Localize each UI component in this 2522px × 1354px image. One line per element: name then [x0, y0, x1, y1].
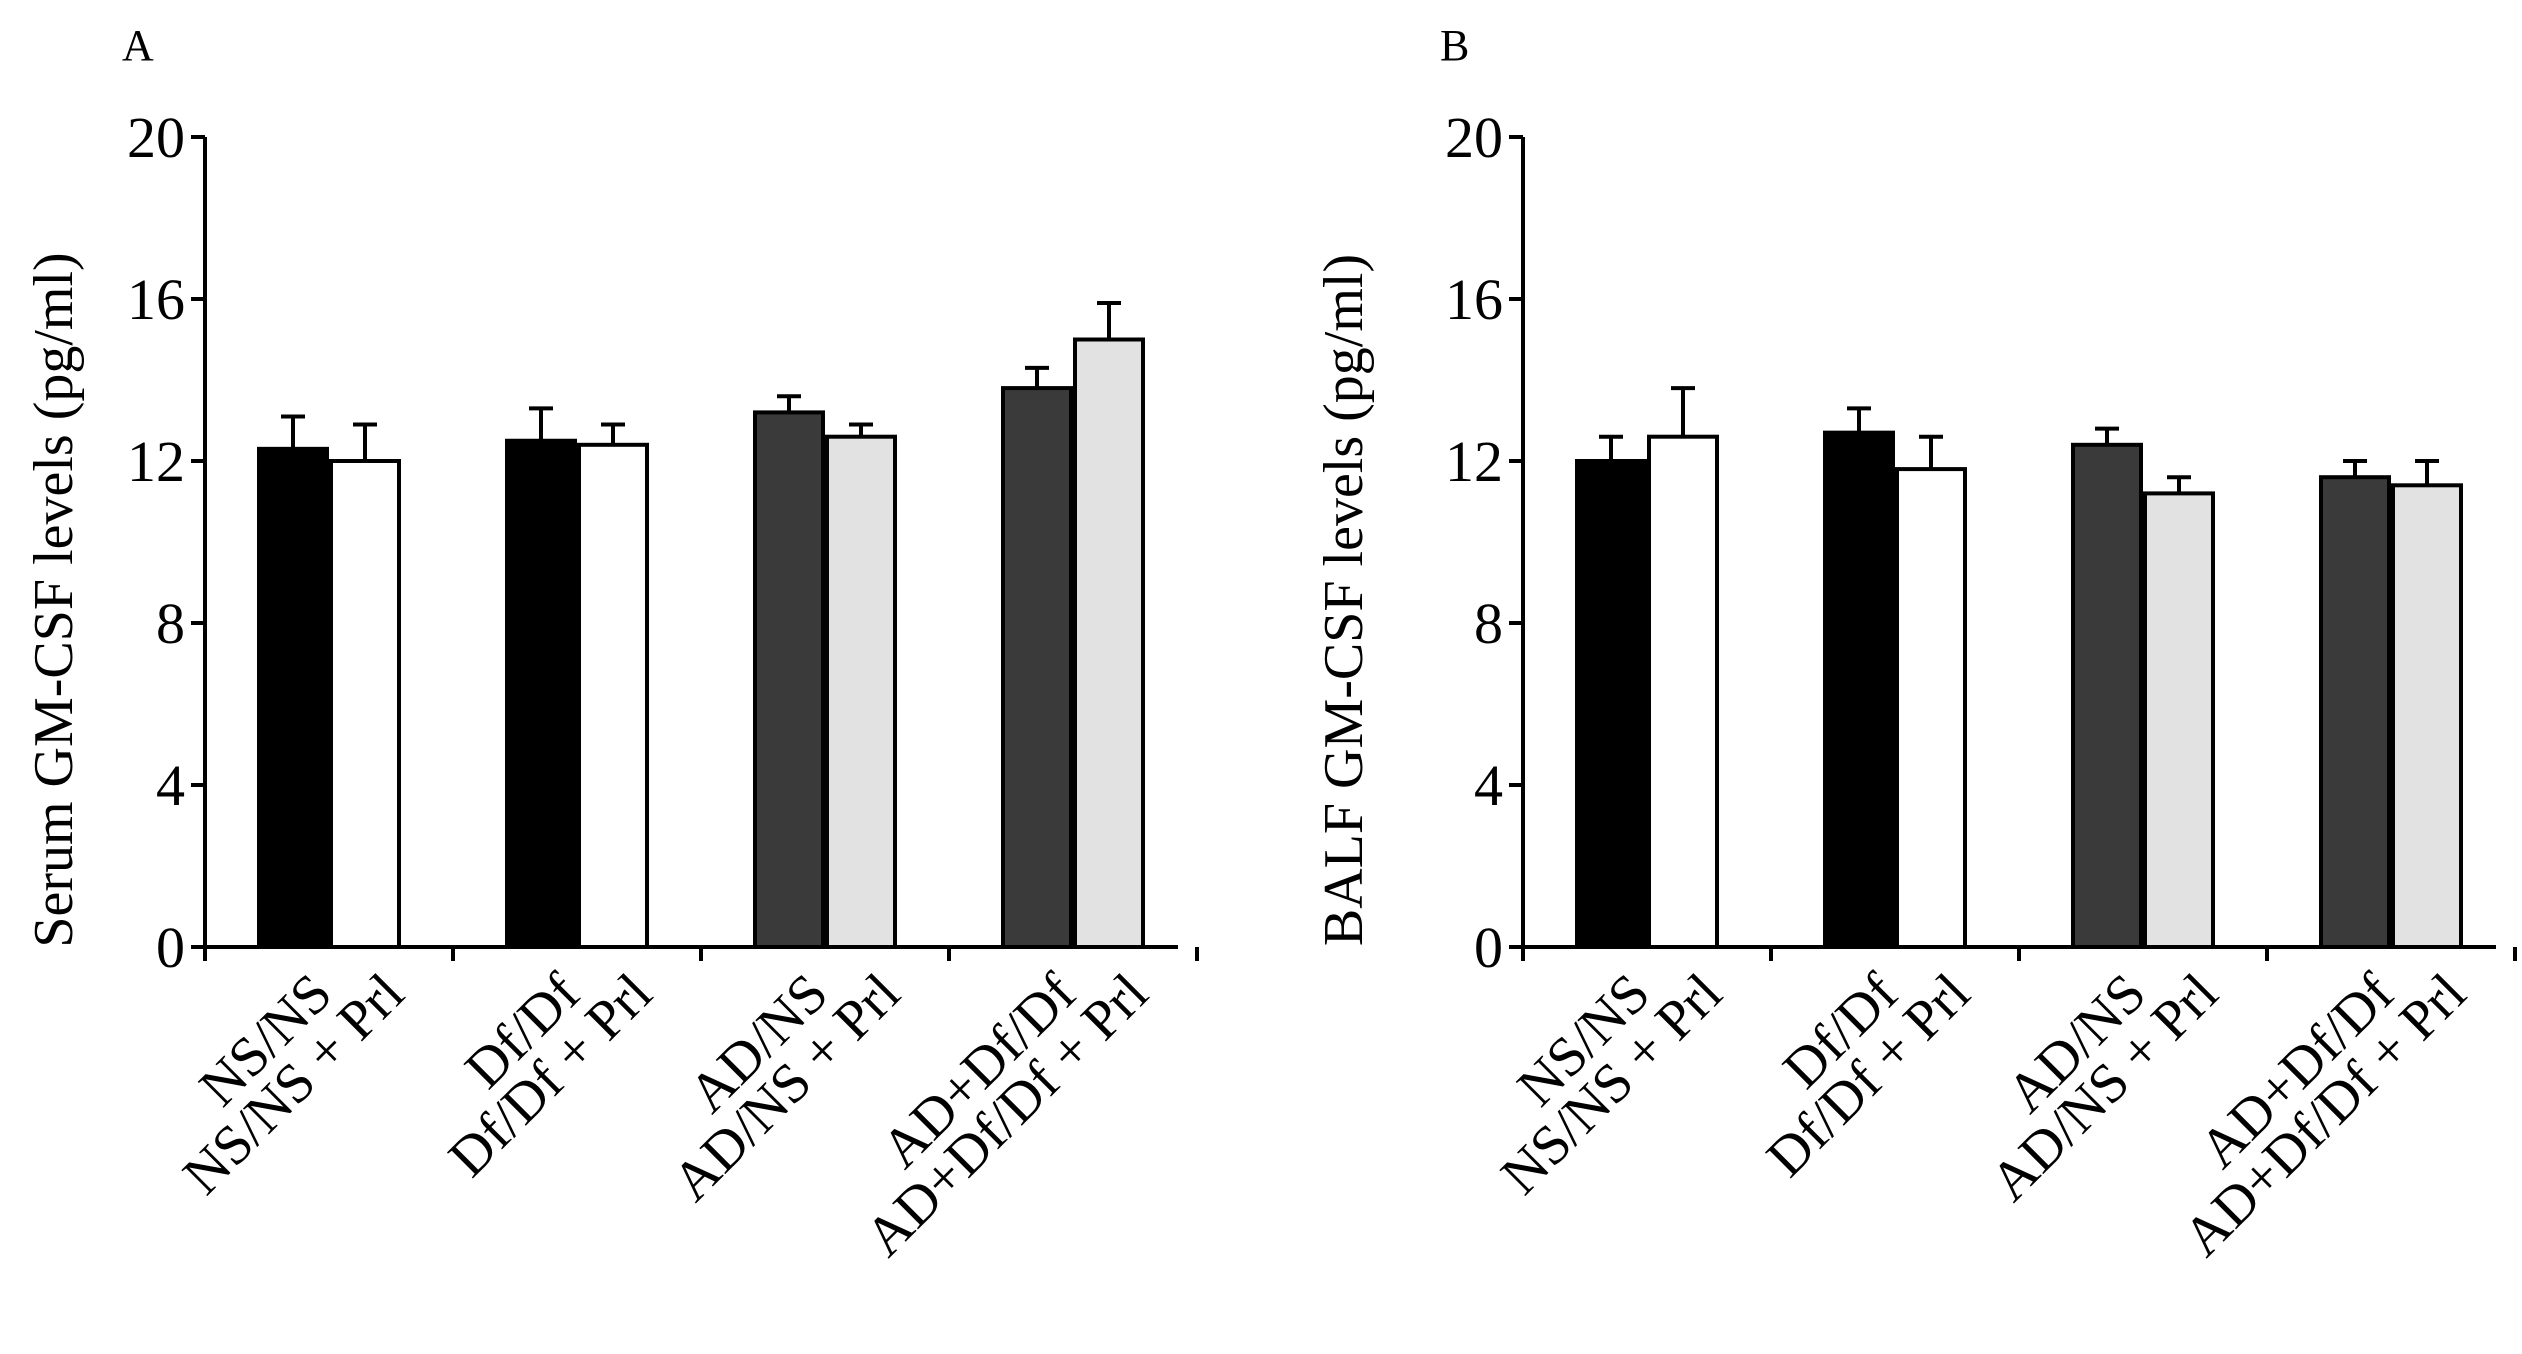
bar — [1073, 337, 1145, 949]
panel-a: A Serum GM-CSF levels (pg/ml) 048121620N… — [23, 21, 1199, 1268]
y-tick-label: 4 — [156, 753, 185, 818]
bar — [2391, 483, 2463, 949]
y-tick-label: 8 — [156, 591, 185, 656]
y-tick-label: 12 — [127, 429, 185, 494]
bar — [2071, 442, 2143, 949]
y-axis-label-a: Serum GM-CSF levels (pg/ml) — [23, 252, 85, 947]
y-tick-label: 16 — [127, 267, 185, 332]
bar — [2319, 475, 2391, 949]
panel-b: B BALF GM-CSF levels (pg/ml) 048121620NS… — [1313, 21, 2517, 1268]
panel-letter-b: B — [1440, 21, 1469, 70]
bar — [1647, 434, 1719, 949]
bar — [753, 410, 825, 949]
bar — [2143, 491, 2215, 949]
bar — [505, 438, 577, 949]
y-tick-label: 8 — [1474, 591, 1503, 656]
y-tick-label: 4 — [1474, 753, 1503, 818]
y-tick-label: 12 — [1445, 429, 1503, 494]
bar — [577, 442, 649, 949]
y-tick-label: 20 — [1445, 105, 1503, 170]
bar — [329, 459, 401, 949]
bar — [257, 446, 329, 949]
y-axis-label-b: BALF GM-CSF levels (pg/ml) — [1313, 254, 1375, 946]
bar — [1895, 467, 1967, 949]
bar — [825, 434, 897, 949]
panel-letter-a: A — [122, 21, 154, 70]
y-tick-label: 0 — [1474, 915, 1503, 980]
y-tick-label: 0 — [156, 915, 185, 980]
y-tick-label: 20 — [127, 105, 185, 170]
y-tick-label: 16 — [1445, 267, 1503, 332]
bar — [1823, 430, 1895, 949]
bar — [1575, 459, 1647, 949]
bar — [1001, 386, 1073, 950]
